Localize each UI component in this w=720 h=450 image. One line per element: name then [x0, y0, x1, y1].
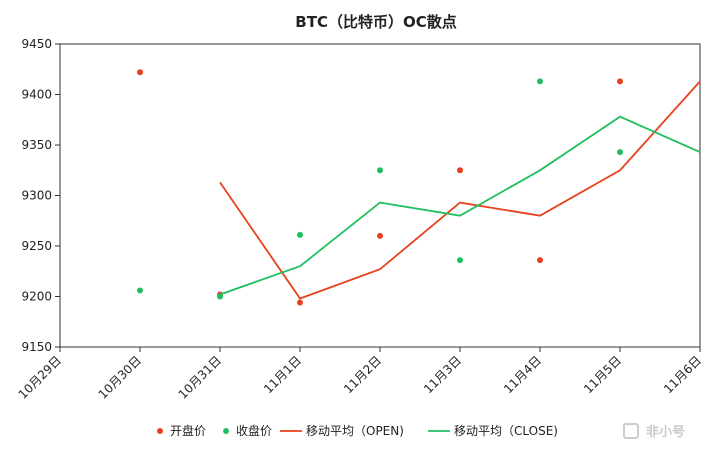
- y-tick-label: 9450: [21, 37, 52, 51]
- series-1-point: [537, 78, 543, 85]
- x-tick-label: 11月1日: [261, 353, 304, 396]
- legend-label: 开盘价: [170, 423, 206, 438]
- series-line-3: [219, 115, 701, 296]
- legend-label: 收盘价: [236, 423, 272, 438]
- series-layer: [137, 69, 701, 306]
- x-tick-label: 10月29日: [16, 353, 64, 401]
- x-tick-label: 11月3日: [421, 353, 464, 396]
- series-line-2: [219, 80, 701, 300]
- y-tick-label: 9350: [21, 138, 52, 152]
- series-1-point: [617, 149, 623, 156]
- x-tick-label: 11月5日: [581, 353, 624, 396]
- feixiaohao-logo-icon: [623, 423, 639, 439]
- x-tick-label: 11月2日: [341, 353, 384, 396]
- y-tick-label: 9250: [21, 239, 52, 253]
- chart-title: BTC（比特币）OC散点: [295, 13, 456, 31]
- x-axis: 10月29日 10月30日 10月31日 11月1日 11月2日 11月3日 11月4日 11…: [16, 347, 704, 402]
- y-tick-label: 9150: [21, 340, 52, 354]
- series-0-point: [377, 232, 383, 239]
- legend-label: 移动平均（CLOSE): [454, 424, 558, 438]
- series-1-point: [377, 167, 383, 174]
- legend-dot-swatch: [223, 428, 229, 434]
- series-1-point: [137, 287, 143, 294]
- legend-label: 移动平均（OPEN): [306, 424, 404, 438]
- y-tick-label: 9400: [21, 88, 52, 102]
- y-tick-label: 9200: [21, 290, 52, 304]
- series-0-point: [457, 167, 463, 174]
- series-0-point: [617, 78, 623, 85]
- plot-frame: [59, 43, 701, 348]
- series-0-point: [137, 69, 143, 76]
- watermark: 非小号: [623, 423, 685, 440]
- x-tick-label: 11月6日: [661, 353, 704, 396]
- series-0-point: [297, 299, 303, 306]
- y-axis: 9150 9200 9250 9300 9350 9400 9450: [21, 37, 60, 354]
- series-1-point: [297, 231, 303, 238]
- y-tick-label: 9300: [21, 189, 52, 203]
- x-tick-label: 11月4日: [501, 353, 544, 396]
- legend-dot-swatch: [157, 428, 163, 434]
- x-tick-label: 10月30日: [96, 353, 144, 401]
- watermark-text: 非小号: [646, 424, 685, 440]
- series-0-point: [537, 257, 543, 264]
- series-1-point: [217, 293, 223, 300]
- legend: 开盘价 收盘价 移动平均（OPEN) 移动平均（CLOSE): [157, 423, 558, 438]
- x-tick-label: 10月31日: [176, 353, 224, 401]
- series-1-point: [457, 257, 463, 264]
